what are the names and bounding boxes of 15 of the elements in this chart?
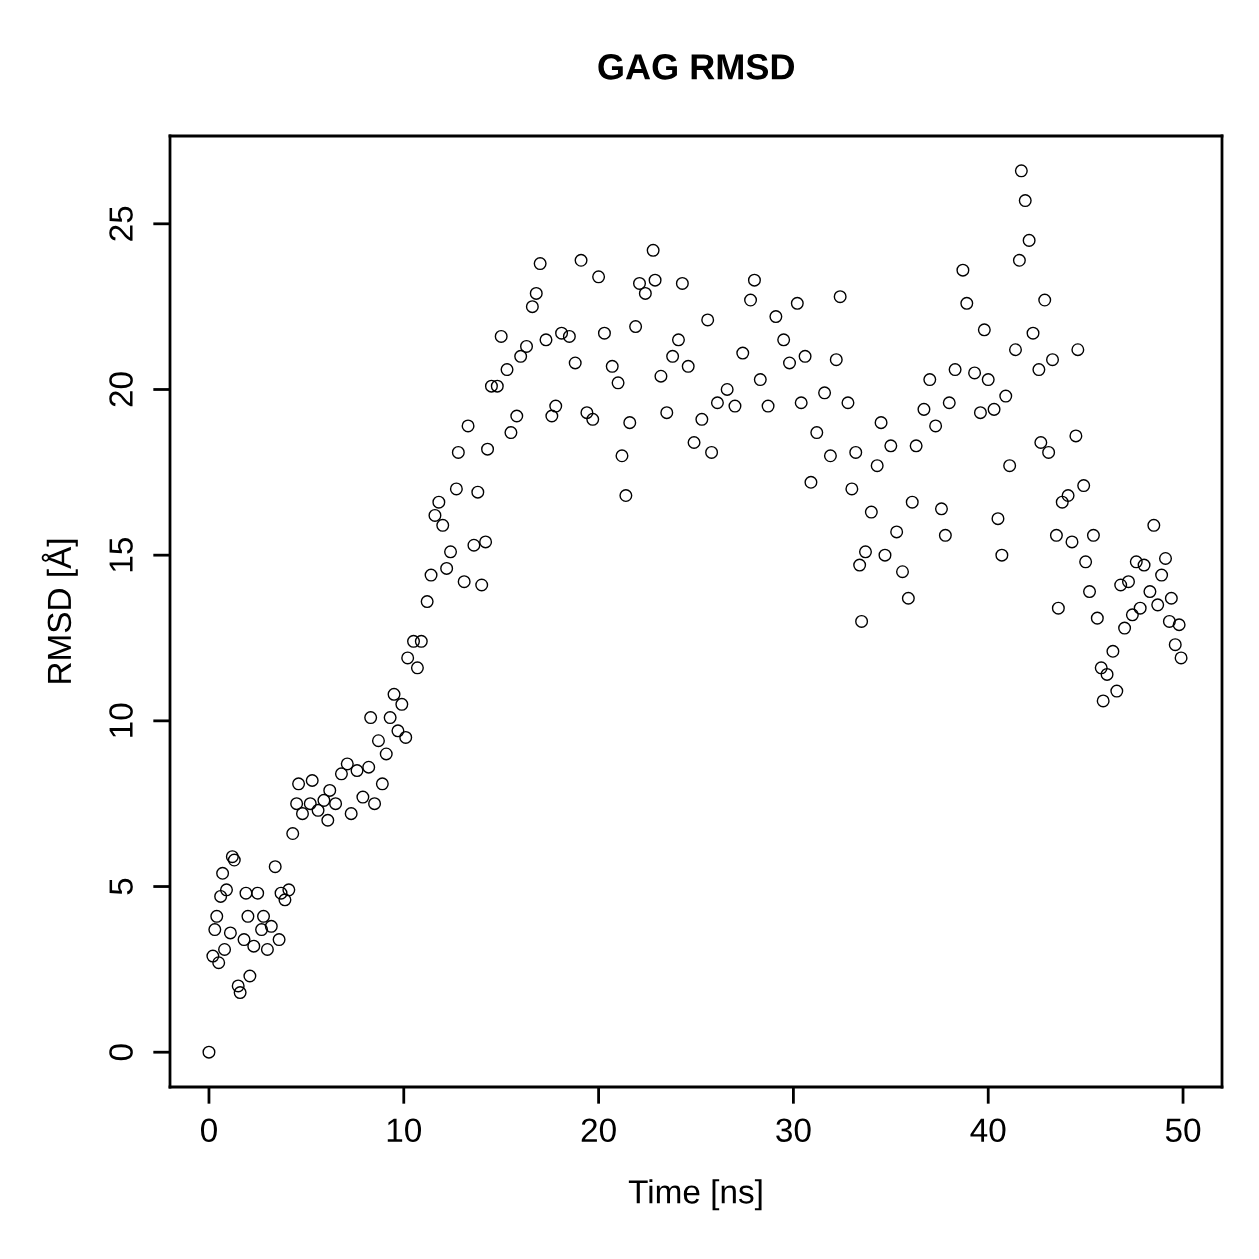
y-tick-label: 5	[109, 878, 133, 895]
x-tick-label: 0	[201, 1118, 217, 1143]
y-tick-label: 0	[109, 1044, 133, 1061]
x-tick-label: 20	[581, 1118, 616, 1143]
y-tick-label: 10	[109, 703, 133, 737]
x-tick-label: 50	[1165, 1118, 1201, 1143]
x-axis-title: Time [ns]	[628, 1179, 762, 1211]
y-axis-title: RMSD [Å]	[41, 539, 78, 683]
y-tick-label: 25	[109, 206, 133, 241]
y-tick-label: 20	[109, 372, 133, 407]
x-tick-label: 10	[387, 1118, 422, 1143]
x-tick-label: 40	[970, 1118, 1006, 1143]
x-tick-label: 30	[776, 1118, 811, 1143]
chart-title: GAG RMSD	[598, 54, 795, 80]
y-tick-label: 15	[109, 538, 133, 572]
